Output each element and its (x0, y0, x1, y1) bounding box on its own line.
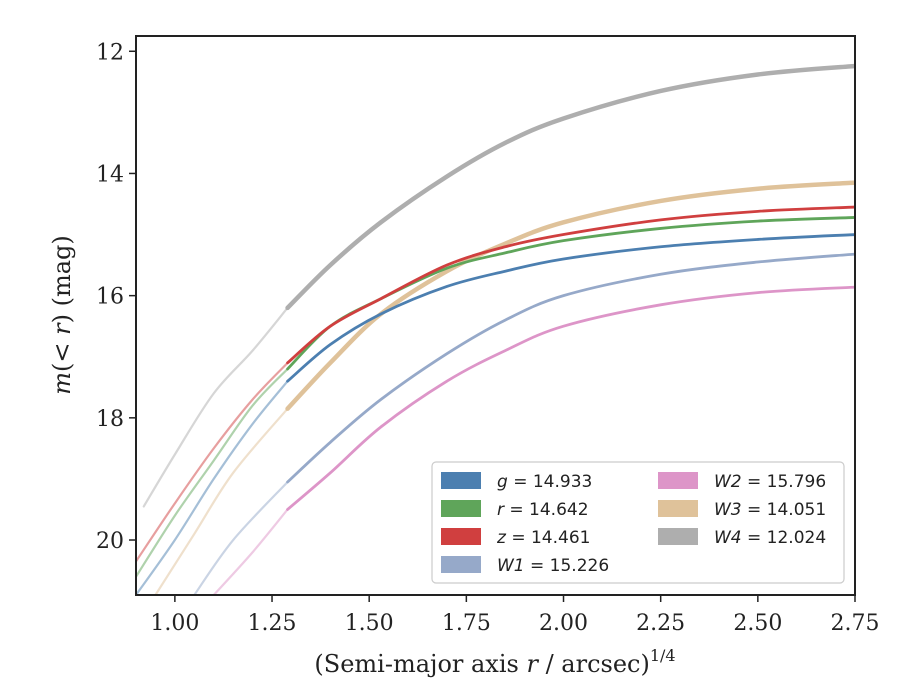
series-w3-extrapolated-line (154, 407, 289, 595)
series-g (136, 233, 855, 595)
legend-swatch (658, 500, 698, 517)
legend-label: W2 = 15.796 (714, 472, 826, 492)
x-axis-title: (Semi-major axis r / arcsec)1/4 (314, 646, 675, 678)
x-tick-label: 2.75 (831, 611, 880, 636)
plot-frame (135, 35, 856, 596)
legend-swatch (441, 528, 481, 545)
legend-swatch (441, 556, 481, 573)
legend-item-w4: W4 = 12.024 (658, 528, 826, 548)
series-w1-extrapolated-line (193, 480, 289, 595)
series-w1-line (286, 252, 855, 484)
x-tick-label: 1.50 (345, 611, 394, 636)
legend-swatch (658, 528, 698, 545)
series-z-line (286, 205, 855, 365)
legend-swatch (658, 472, 698, 489)
legend-item-g: g = 14.933 (441, 472, 592, 492)
x-tick-label: 2.50 (733, 611, 782, 636)
legend-label: g = 14.933 (497, 472, 592, 492)
legend-item-w2: W2 = 15.796 (658, 472, 826, 492)
series-g-extrapolated-line (136, 380, 289, 595)
legend-item-w1: W1 = 15.226 (441, 556, 609, 576)
legend-swatch (441, 472, 481, 489)
series-g-line (286, 233, 855, 383)
legend-label: W1 = 15.226 (497, 556, 609, 576)
y-tick-label: 18 (96, 407, 124, 432)
y-axis: 12 14 16 18 20 (96, 40, 136, 554)
curves-layer (136, 63, 855, 595)
series-z (136, 205, 855, 563)
y-axis-title: m(< r) (mag) (48, 235, 76, 395)
x-tick-label: 1.00 (150, 611, 199, 636)
x-tick-label: 2.00 (539, 611, 588, 636)
legend-label: W4 = 12.024 (714, 528, 826, 548)
series-w3 (154, 180, 855, 595)
legend-label: z = 14.461 (496, 528, 590, 548)
series-w1 (193, 252, 855, 595)
series-w4-line (285, 63, 855, 311)
legend-label: W3 = 14.051 (714, 500, 826, 520)
x-tick-label: 1.75 (442, 611, 491, 636)
series-r-extrapolated-line (136, 367, 289, 578)
x-tick-label: 2.25 (636, 611, 685, 636)
series-w2-line (286, 285, 855, 511)
y-tick-label: 12 (96, 40, 124, 65)
series-w2-extrapolated-line (212, 508, 289, 595)
legend-label: r = 14.642 (497, 500, 589, 520)
x-axis: 1.00 1.25 1.50 1.75 2.00 2.25 2.50 2.75 (150, 595, 879, 636)
legend-swatch (441, 500, 481, 517)
series-w3-line (285, 180, 855, 411)
x-tick-label: 1.25 (248, 611, 297, 636)
y-tick-label: 20 (96, 529, 124, 554)
series-z-extrapolated-line (136, 361, 289, 563)
legend: g = 14.933 r = 14.642 z = 14.461 W1 = 15.22… (431, 461, 845, 584)
y-tick-label: 14 (96, 162, 124, 187)
series-w2 (212, 285, 855, 595)
series-w4 (142, 63, 855, 508)
legend-box (431, 461, 845, 584)
series-w4-extrapolated-line (142, 306, 289, 508)
y-tick-label: 16 (96, 285, 124, 310)
legend-item-w3: W3 = 14.051 (658, 500, 826, 520)
legend-item-z: z = 14.461 (441, 528, 590, 548)
legend-item-r: r = 14.642 (441, 500, 589, 520)
